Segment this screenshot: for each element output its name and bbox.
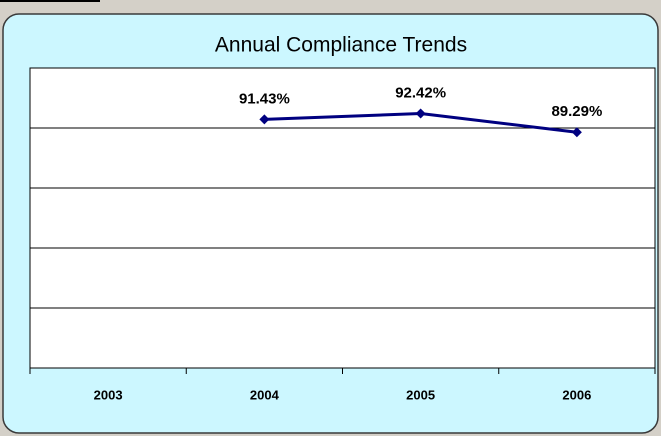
data-label: 89.29% [551, 103, 602, 120]
x-tick-label: 2003 [94, 387, 123, 402]
data-point [259, 114, 270, 125]
x-tick-label: 2004 [250, 387, 280, 402]
plot-area [29, 67, 656, 369]
data-label: 92.42% [395, 84, 446, 101]
data-point [571, 127, 582, 138]
data-point [415, 108, 426, 119]
x-tick-label: 2005 [406, 387, 435, 402]
data-label: 91.43% [239, 90, 290, 107]
x-tick-label: 2006 [562, 387, 591, 402]
chart-title: Annual Compliance Trends [215, 34, 467, 57]
